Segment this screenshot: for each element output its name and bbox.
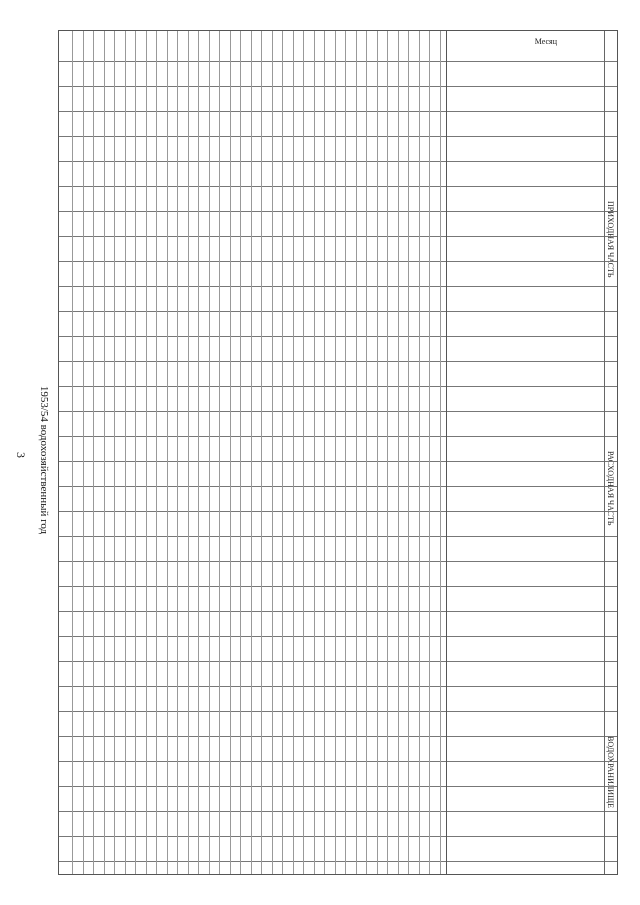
row-separator bbox=[251, 31, 252, 874]
column-separator bbox=[59, 711, 617, 712]
section-separator bbox=[604, 31, 605, 874]
water-balance-table: ПРИХОДНАЯ ЧАСТЬ РАСХОДНАЯ ЧАСТЬ ВОДОХРАН… bbox=[58, 30, 618, 875]
column-separator bbox=[59, 836, 617, 837]
row-separator bbox=[72, 31, 74, 874]
row-separator bbox=[282, 31, 284, 874]
column-separator bbox=[59, 811, 617, 812]
column-separator bbox=[59, 436, 617, 437]
column-separator bbox=[59, 161, 617, 162]
row-separator bbox=[366, 31, 368, 874]
column-separator bbox=[59, 586, 617, 587]
page-number: 3 bbox=[14, 452, 28, 458]
column-separator bbox=[59, 561, 617, 562]
row-separator bbox=[261, 31, 263, 874]
row-separator bbox=[125, 31, 126, 874]
column-separator bbox=[59, 236, 617, 237]
column-separator bbox=[59, 211, 617, 212]
column-separator bbox=[59, 536, 617, 537]
column-separator bbox=[59, 786, 617, 787]
row-separator bbox=[293, 31, 294, 874]
row-separator bbox=[156, 31, 158, 874]
column-separator bbox=[59, 111, 617, 112]
row-separator bbox=[356, 31, 357, 874]
table-grid bbox=[59, 31, 617, 874]
row-separator bbox=[198, 31, 200, 874]
row-separator bbox=[104, 31, 105, 874]
row-separator bbox=[419, 31, 420, 874]
row-separator bbox=[314, 31, 315, 874]
row-separator bbox=[335, 31, 336, 874]
column-separator bbox=[59, 61, 617, 62]
row-separator bbox=[377, 31, 378, 874]
row-separator bbox=[429, 31, 431, 874]
row-separator bbox=[272, 31, 273, 874]
row-separator bbox=[230, 31, 231, 874]
column-separator bbox=[59, 611, 617, 612]
row-separator bbox=[83, 31, 84, 874]
row-separator bbox=[219, 31, 221, 874]
column-separator bbox=[59, 136, 617, 137]
column-separator bbox=[59, 411, 617, 412]
column-separator bbox=[59, 286, 617, 287]
row-separator bbox=[398, 31, 399, 874]
column-separator bbox=[59, 461, 617, 462]
column-separator bbox=[59, 511, 617, 512]
column-separator bbox=[59, 86, 617, 87]
column-separator bbox=[59, 361, 617, 362]
column-separator bbox=[59, 861, 617, 862]
row-separator bbox=[387, 31, 389, 874]
row-separator bbox=[209, 31, 210, 874]
row-separator bbox=[240, 31, 242, 874]
row-separator bbox=[93, 31, 95, 874]
column-separator bbox=[59, 686, 617, 687]
column-separator bbox=[59, 336, 617, 337]
column-separator bbox=[59, 736, 617, 737]
row-separator bbox=[177, 31, 179, 874]
column-separator bbox=[59, 311, 617, 312]
column-separator bbox=[59, 761, 617, 762]
column-separator bbox=[59, 186, 617, 187]
column-separator bbox=[59, 486, 617, 487]
column-separator bbox=[59, 661, 617, 662]
row-separator bbox=[440, 31, 441, 874]
row-separator bbox=[167, 31, 168, 874]
row-separator bbox=[188, 31, 189, 874]
running-title: 1953/54 водохозяйственный год bbox=[38, 385, 50, 535]
column-separator bbox=[59, 636, 617, 637]
row-separator bbox=[324, 31, 326, 874]
column-separator bbox=[59, 261, 617, 262]
column-separator bbox=[59, 386, 617, 387]
row-separator bbox=[135, 31, 137, 874]
row-separator bbox=[303, 31, 305, 874]
row-separator bbox=[408, 31, 410, 874]
row-separator bbox=[345, 31, 347, 874]
row-separator bbox=[146, 31, 147, 874]
row-separator bbox=[114, 31, 116, 874]
header-separator bbox=[446, 31, 447, 874]
